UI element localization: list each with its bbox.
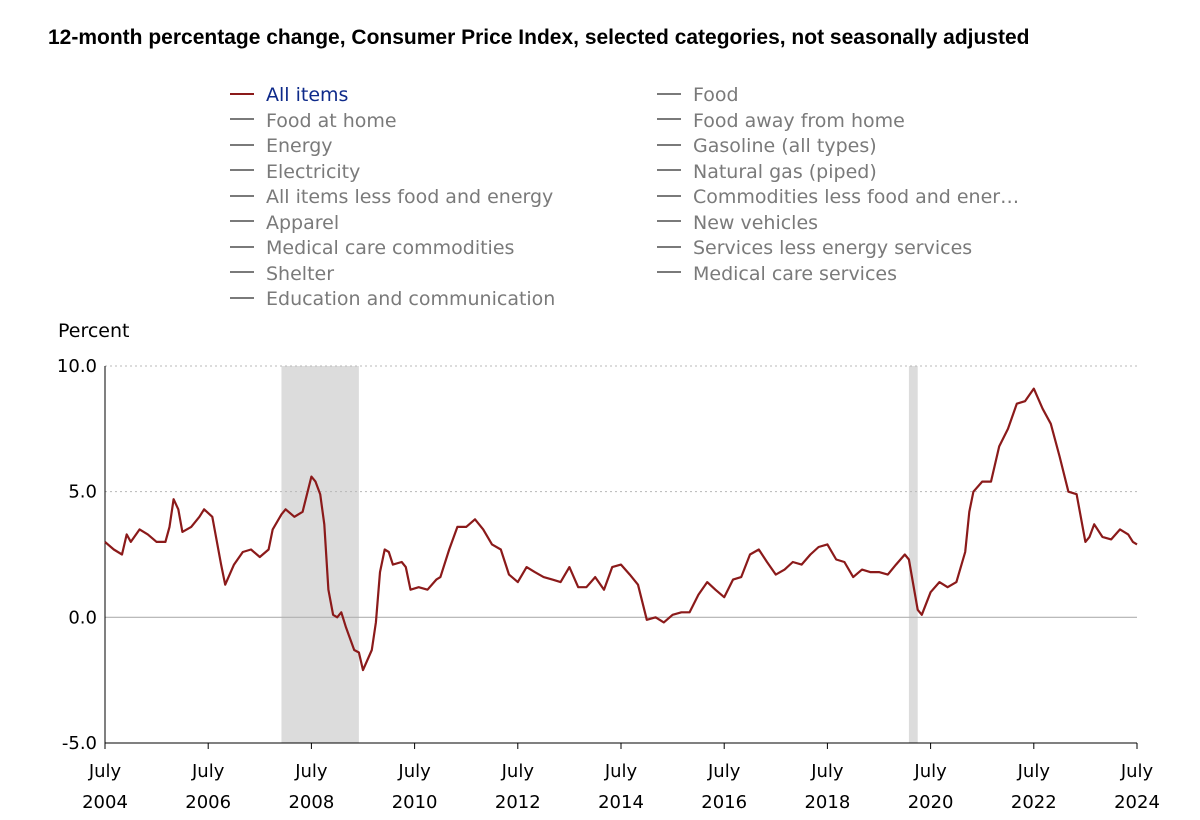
series-line-all-items [104,387,1138,672]
series-layer [104,387,1138,672]
legend-label: All items less food and energy [266,186,554,208]
legend-item[interactable]: All items [230,83,348,107]
x-tick-label-month: July [294,761,328,782]
legend-line-icon [230,118,254,120]
x-tick-label-month: July [501,761,535,782]
legend-item[interactable]: Natural gas (piped) [657,160,877,184]
y-axis-label: Percent [58,320,130,342]
x-tick-label-year: 2008 [288,792,334,813]
legend-line-icon [657,245,681,248]
legend-item[interactable]: Services less energy services [657,236,972,260]
recession-band [281,366,359,743]
x-tick-label-year: 2010 [392,792,438,813]
legend-line-icon [230,245,254,248]
x-tick-label-year: 2016 [701,792,747,813]
legend-label: Gasoline (all types) [693,135,877,157]
legend-label: Medical care commodities [266,237,515,259]
legend-line-icon [230,169,254,171]
gridlines [105,365,1137,618]
x-tick-label-month: July [707,761,741,782]
x-tick-label-year: 2006 [185,792,231,813]
legend-item[interactable]: Electricity [230,160,360,184]
x-tick-label-year: 2018 [804,792,850,813]
legend-label: Natural gas (piped) [693,160,877,183]
legend-label: Electricity [266,160,361,183]
legend-label: Education and communication [266,288,556,310]
legend-item[interactable]: Food at home [230,109,397,133]
x-tick-label-month: July [604,761,638,782]
recession-bands [281,366,918,743]
legend-line-icon [230,271,254,273]
legend-label: Shelter [266,262,335,285]
legend-item[interactable]: Shelter [230,262,334,286]
legend-label: Food [693,84,739,106]
legend-line-icon [230,143,254,146]
legend-line-icon [657,271,681,273]
y-tick-label: -5.0 [62,733,97,754]
legend-item[interactable]: Gasoline (all types) [657,134,877,158]
legend-item[interactable]: Medical care commodities [230,236,514,260]
x-tick-label-year: 2024 [1114,792,1160,813]
legend-label: Energy [266,135,333,157]
x-tick-label-year: 2022 [1011,792,1057,813]
y-tick-label: 0.0 [68,607,97,628]
legend-line-icon [657,220,681,222]
legend-label: New vehicles [693,211,819,234]
legend-label: Services less energy services [693,237,973,259]
legend-item[interactable]: Energy [230,134,333,158]
legend-item[interactable]: Food away from home [657,109,905,133]
chart-title: 12-month percentage change, Consumer Pri… [48,26,1030,49]
x-tick-label-year: 2020 [908,792,954,813]
legend-line-icon [657,194,681,197]
legend-item[interactable]: Commodities less food and ener… [657,185,1019,209]
legend-line-icon [657,92,681,95]
legend-item[interactable]: Medical care services [657,262,897,286]
legend-label: Commodities less food and ener… [693,186,1020,208]
legend-line-icon [230,194,254,197]
x-tick-label-month: July [1017,761,1051,782]
legend-label: Apparel [266,211,340,234]
legend-label: Food away from home [693,109,905,132]
legend-line-icon [230,296,254,299]
x-tick-label-year: 2014 [598,792,644,813]
x-tick-label-month: July [810,761,844,782]
legend-label: Food at home [266,109,397,132]
y-tick-label: 10.0 [57,356,97,377]
legend-line-icon [230,220,254,222]
legend-line-icon [230,92,254,95]
legend-item[interactable]: New vehicles [657,211,818,235]
axes [104,366,1138,749]
x-tick-label-month: July [88,761,122,782]
x-tick-label-month: July [1120,761,1154,782]
recession-band [908,366,918,743]
x-tick-label-year: 2004 [82,792,128,813]
legend-item[interactable]: Food [657,83,739,107]
legend-item[interactable]: Education and communication [230,287,555,311]
y-tick-label: 5.0 [68,482,97,503]
x-tick-label-month: July [397,761,431,782]
x-tick-label-month: July [913,761,947,782]
legend-line-icon [657,118,681,120]
legend-item[interactable]: All items less food and energy [230,185,553,209]
legend-label: Medical care services [693,262,897,285]
x-tick-label-year: 2012 [495,792,541,813]
legend-item[interactable]: Apparel [230,211,339,235]
legend-label: All items [266,84,349,106]
legend-line-icon [657,143,681,146]
tick-labels: 10.0 5.0 0.0 -5.0 July 2004 July 2006 July 2008 Ju… [57,356,1160,813]
legend-line-icon [657,169,681,171]
x-tick-label-month: July [191,761,225,782]
